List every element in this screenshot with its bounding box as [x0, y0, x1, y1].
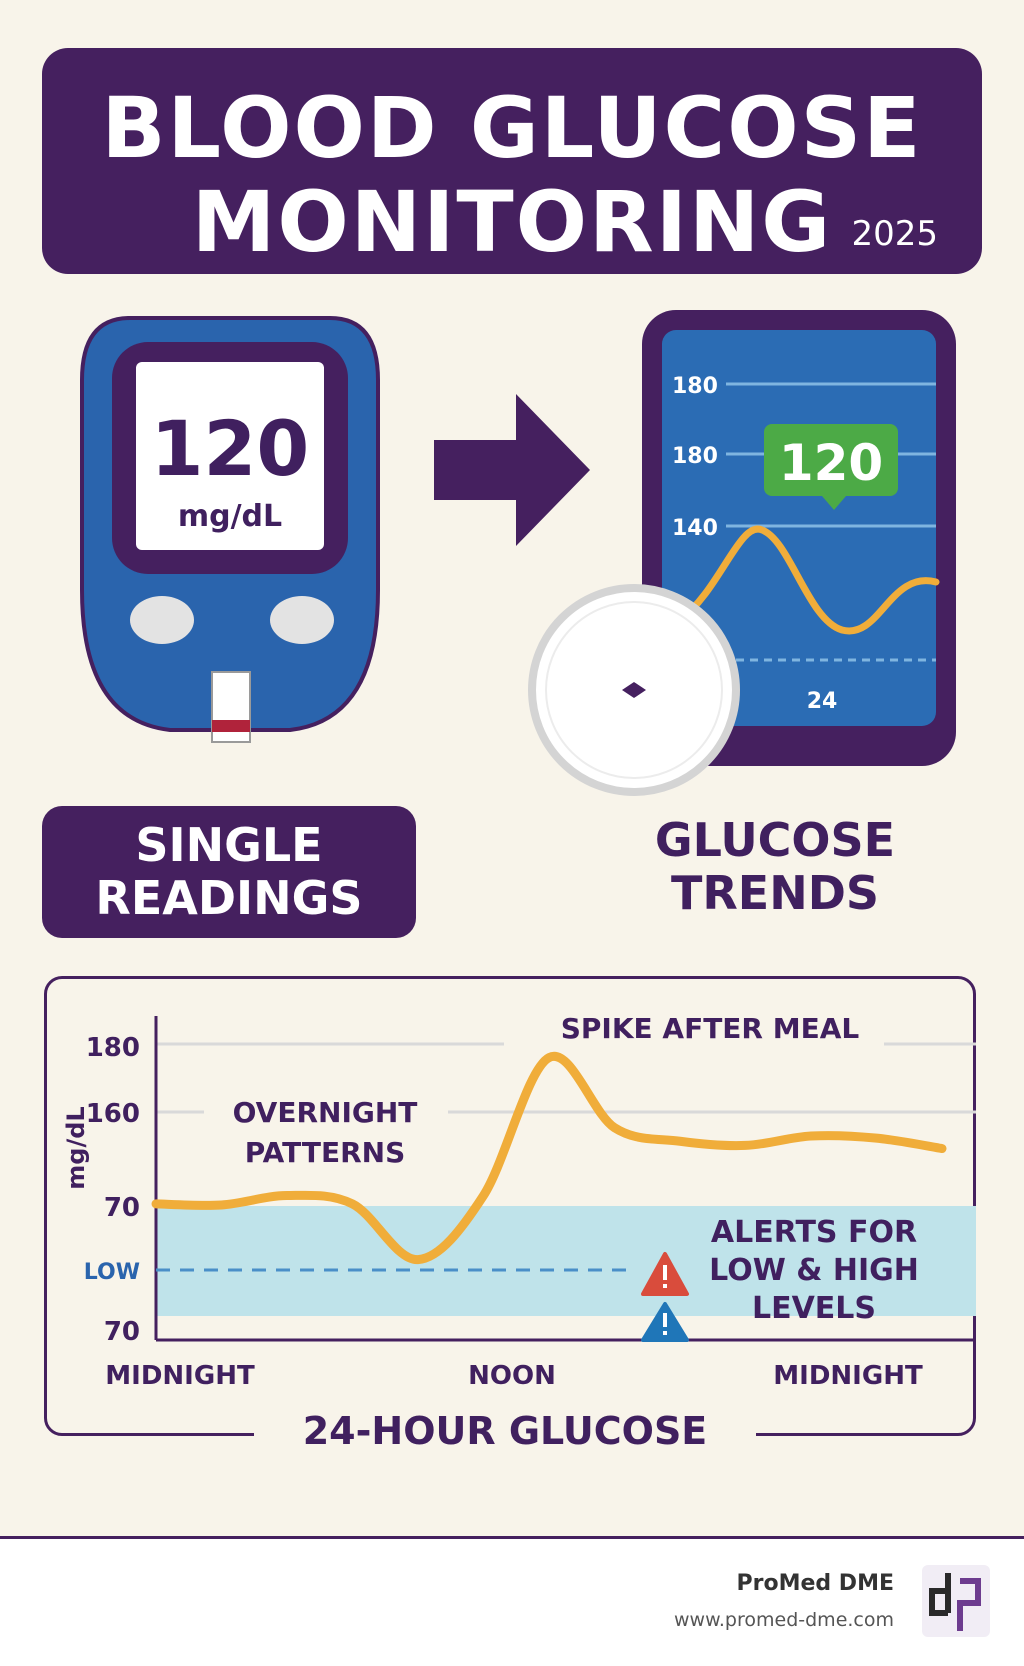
target-range-band	[156, 1206, 976, 1316]
x-tick-label-midnight-end: MIDNIGHT	[773, 1361, 923, 1391]
brand-logo-icon	[922, 1565, 990, 1637]
low-label: LOW	[84, 1260, 140, 1285]
year-label: 2025	[851, 214, 938, 254]
phone-axis-label-2: 180	[672, 444, 718, 469]
phone-axis-label-1: 180	[672, 374, 718, 399]
footer: ProMed DME www.promed-dme.com	[0, 1539, 1024, 1666]
meter-reading: 120	[151, 404, 310, 493]
alert-low-icon	[641, 1302, 689, 1342]
devices-illustration: 120 mg/dL 180 180 140 120 24	[80, 310, 956, 796]
x-tick-label-midnight-start: MIDNIGHT	[105, 1361, 255, 1391]
page-title-line-1: BLOOD GLUCOSE	[101, 79, 923, 177]
phone-time-label: 24	[807, 689, 838, 714]
y-tick-label-160: 160	[86, 1099, 140, 1129]
annotation-alerts-line-2: LOW & HIGH	[709, 1253, 919, 1288]
glucose-24h-chart: 180 160 70 70 LOW mg/dL MIDNIGHT NOON MI…	[62, 1012, 976, 1446]
annotation-overnight-line-2: PATTERNS	[245, 1136, 406, 1169]
single-readings-badge: SINGLE READINGS	[42, 806, 416, 938]
single-readings-line-1: SINGLE	[135, 818, 323, 873]
annotation-overnight-line-1: OVERNIGHT	[233, 1096, 418, 1129]
x-tick-label-noon: NOON	[468, 1361, 556, 1391]
glucose-trends-label: GLUCOSE TRENDS	[560, 814, 990, 920]
title-banner: BLOOD GLUCOSE MONITORING 2025	[42, 48, 982, 274]
chart-title-backdrop	[254, 1412, 756, 1446]
glucose-trends-line-1: GLUCOSE	[654, 813, 896, 867]
y-tick-label-70-lower: 70	[104, 1317, 140, 1347]
y-tick-label-180: 180	[86, 1033, 140, 1063]
footer-divider	[0, 1536, 1024, 1539]
page-title-line-2: MONITORING	[191, 173, 833, 271]
brand-url[interactable]: www.promed-dme.com	[674, 1609, 894, 1631]
annotation-alerts-line-3: LEVELS	[752, 1291, 876, 1326]
phone-axis-label-3: 140	[672, 516, 718, 541]
annotation-alerts-line-1: ALERTS FOR	[711, 1215, 917, 1250]
meter-unit: mg/dL	[178, 499, 282, 534]
y-tick-label-70-upper: 70	[104, 1193, 140, 1223]
chart-title: 24-HOUR GLUCOSE	[303, 1409, 708, 1446]
brand-name: ProMed DME	[736, 1571, 895, 1596]
glucose-meter-icon	[80, 316, 380, 743]
phone-current-value: 120	[779, 434, 883, 492]
cgm-sensor-icon	[528, 584, 740, 796]
glucose-series-line	[151, 1051, 947, 1265]
alert-high-icon	[641, 1252, 689, 1296]
y-axis-title: mg/dL	[62, 1106, 90, 1189]
annotation-spike: SPIKE AFTER MEAL	[561, 1012, 860, 1045]
arrow-right-icon	[434, 394, 590, 546]
single-readings-line-2: READINGS	[95, 871, 363, 925]
glucose-trends-line-2: TRENDS	[670, 865, 880, 920]
